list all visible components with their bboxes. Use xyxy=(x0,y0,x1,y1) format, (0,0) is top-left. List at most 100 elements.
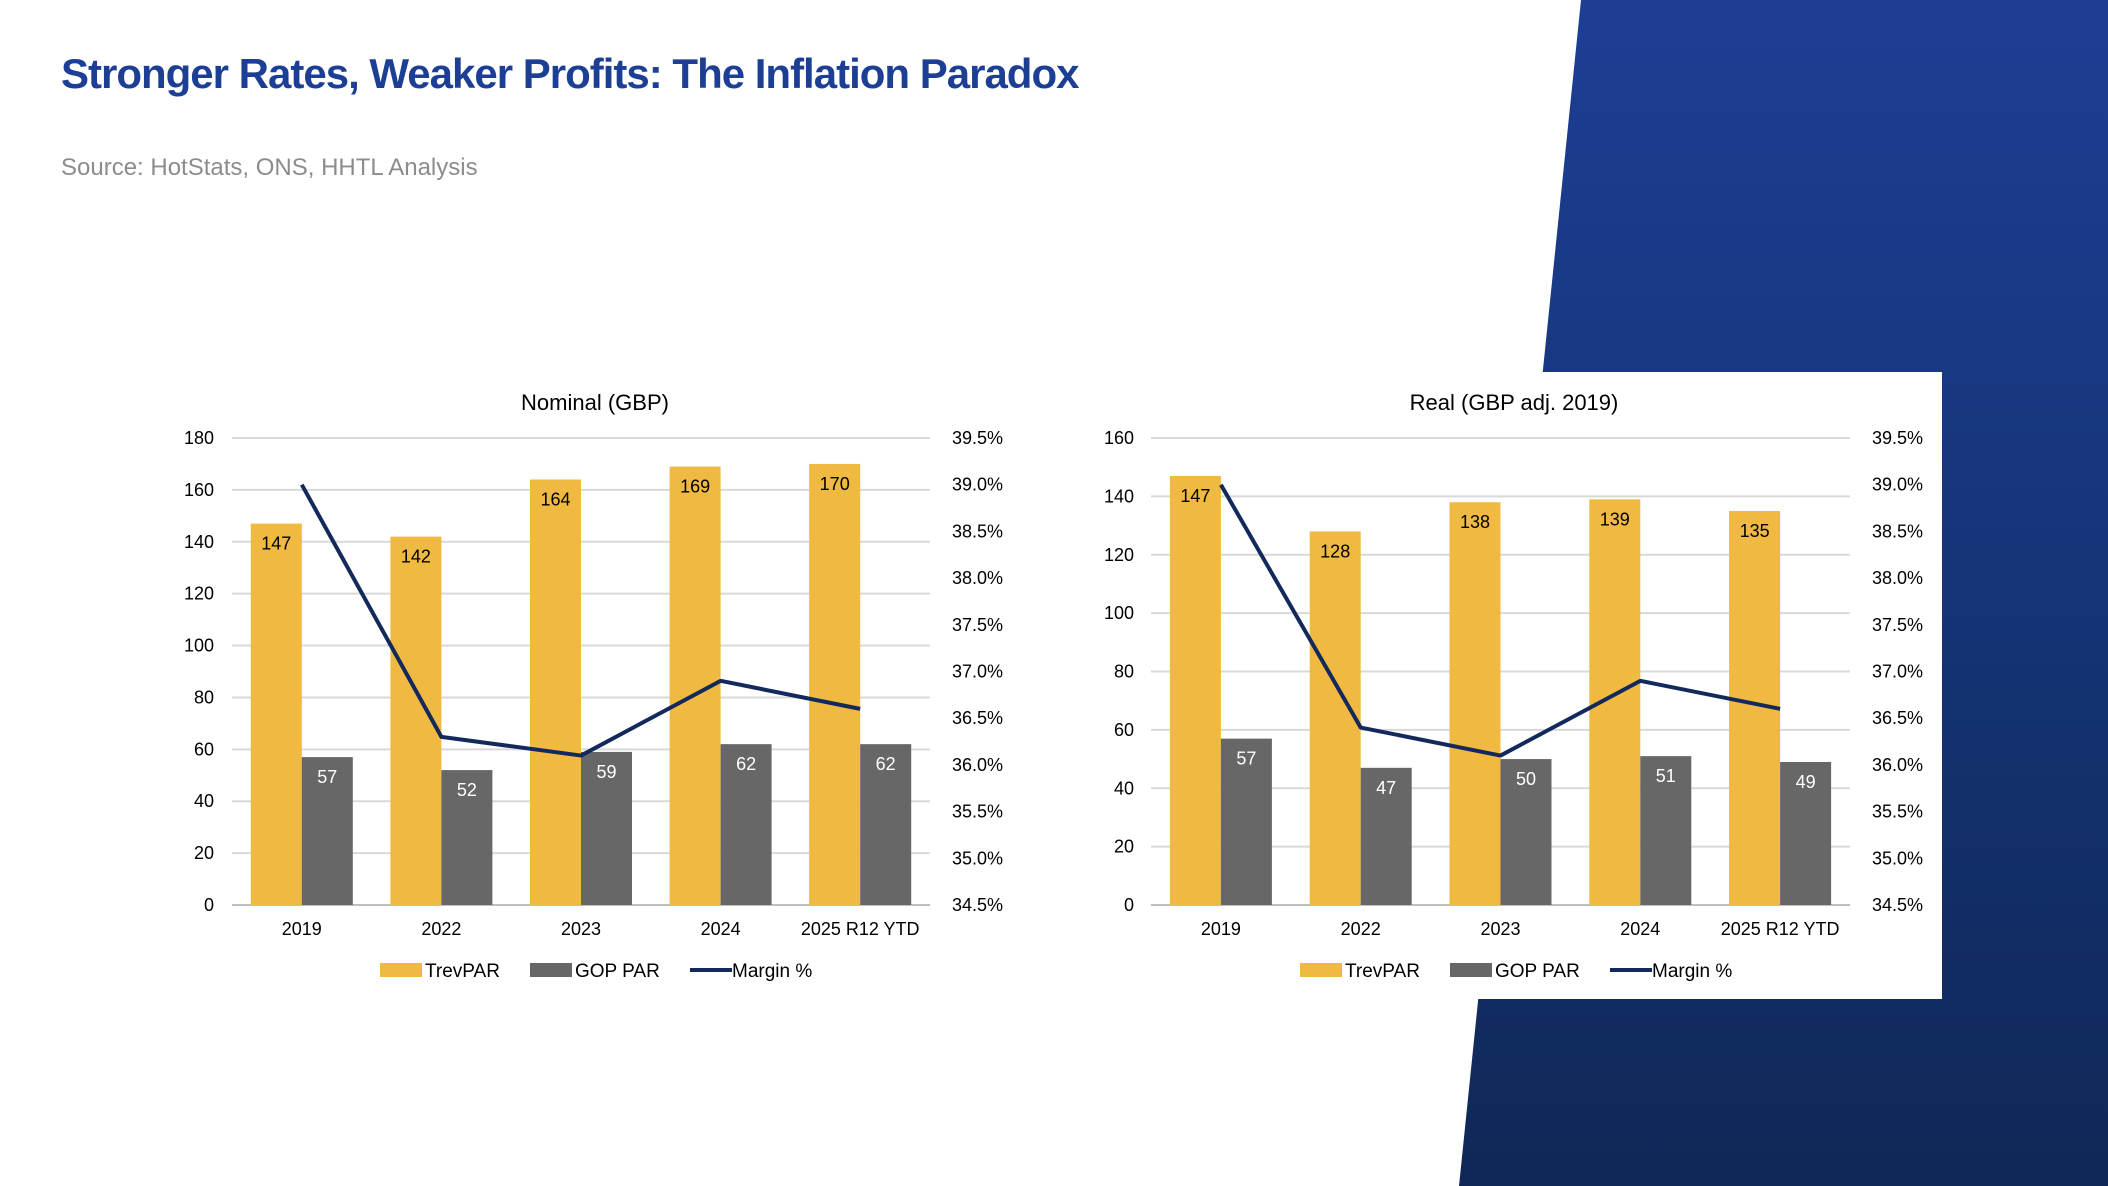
chart-nominal: Nominal (GBP) 0 20 40 60 80 100 120 140 160 180 34.… xyxy=(184,390,1003,982)
chart-title: Nominal (GBP) xyxy=(521,390,669,415)
x-tick-label: 2024 xyxy=(1620,919,1660,939)
y-right-tick-label: 37.0% xyxy=(952,662,1003,682)
y-right-tick-label: 37.5% xyxy=(1872,615,1923,635)
y-right-tick-label: 39.0% xyxy=(1872,475,1923,495)
y-left-tick-label: 160 xyxy=(184,480,214,500)
y-left-tick-label: 160 xyxy=(1104,428,1134,448)
legend-label-margin: Margin % xyxy=(732,961,812,982)
data-label-trevpar: 170 xyxy=(820,474,850,494)
x-tick-label: 2022 xyxy=(421,919,461,939)
y-right-tick-label: 36.5% xyxy=(1872,708,1923,728)
data-label-gop-par: 51 xyxy=(1656,766,1676,786)
y-right-tick-label: 36.5% xyxy=(952,708,1003,728)
data-label-trevpar: 139 xyxy=(1600,509,1630,529)
legend-label-trevpar: TrevPAR xyxy=(425,961,500,982)
bar-gop-par xyxy=(301,757,353,905)
y-left-tick-label: 0 xyxy=(1124,895,1134,915)
y-right-tick-label: 39.5% xyxy=(952,428,1003,448)
y-right-tick-label: 36.0% xyxy=(952,755,1003,775)
bar-gop-par xyxy=(1780,761,1832,905)
legend-swatch-trevpar xyxy=(1300,963,1342,977)
bar-gop-par xyxy=(1500,759,1552,905)
y-left-tick-label: 120 xyxy=(184,584,214,604)
y-right-tick-label: 37.5% xyxy=(952,615,1003,635)
y-left-tick-label: 60 xyxy=(1114,720,1134,740)
y-left-tick-label: 100 xyxy=(1104,603,1134,623)
legend-label-margin: Margin % xyxy=(1652,961,1732,982)
bar-gop-par xyxy=(441,770,493,905)
chart-real: Real (GBP adj. 2019) 0 20 40 60 80 100 120 140 16… xyxy=(1104,390,1923,982)
x-tick-label: 2025 R12 YTD xyxy=(1721,919,1840,939)
data-label-gop-par: 59 xyxy=(596,762,616,782)
source-note: Source: HotStats, ONS, HHTL Analysis xyxy=(61,154,478,181)
data-label-gop-par: 62 xyxy=(876,754,896,774)
data-label-trevpar: 164 xyxy=(540,490,570,510)
data-label-gop-par: 47 xyxy=(1376,778,1396,798)
y-right-tick-label: 35.5% xyxy=(952,802,1003,822)
y-right-tick-label: 37.0% xyxy=(1872,662,1923,682)
data-label-trevpar: 147 xyxy=(261,534,291,554)
x-tick-label: 2019 xyxy=(282,919,322,939)
y-left-tick-label: 100 xyxy=(184,636,214,656)
legend-swatch-gop-par xyxy=(1450,963,1492,977)
data-label-trevpar: 128 xyxy=(1320,541,1350,561)
bar-trevpar xyxy=(1169,475,1221,905)
y-left-tick-label: 120 xyxy=(1104,545,1134,565)
bar-gop-par xyxy=(860,744,912,905)
page-title: Stronger Rates, Weaker Profits: The Infl… xyxy=(61,50,1079,97)
legend-label-gop-par: GOP PAR xyxy=(1495,961,1580,982)
data-label-gop-par: 52 xyxy=(457,780,477,800)
y-right-tick-label: 39.5% xyxy=(1872,428,1923,448)
y-left-tick-label: 0 xyxy=(204,895,214,915)
y-right-tick-label: 35.0% xyxy=(1872,848,1923,868)
bar-gop-par xyxy=(1640,756,1692,905)
bar-trevpar xyxy=(1449,502,1501,905)
y-left-tick-label: 80 xyxy=(194,687,214,707)
y-right-tick-label: 35.5% xyxy=(1872,802,1923,822)
x-tick-label: 2023 xyxy=(1480,919,1520,939)
bar-trevpar xyxy=(250,523,302,905)
x-tick-label: 2024 xyxy=(701,919,741,939)
bar-gop-par xyxy=(1360,767,1412,905)
chart-title: Real (GBP adj. 2019) xyxy=(1410,390,1619,415)
y-left-tick-label: 60 xyxy=(194,739,214,759)
data-label-gop-par: 62 xyxy=(736,754,756,774)
y-right-tick-label: 35.0% xyxy=(952,848,1003,868)
margin-line xyxy=(300,483,861,758)
y-right-tick-label: 39.0% xyxy=(952,475,1003,495)
y-left-tick-label: 20 xyxy=(194,843,214,863)
y-right-tick-label: 36.0% xyxy=(1872,755,1923,775)
data-label-trevpar: 135 xyxy=(1740,521,1770,541)
y-left-tick-label: 40 xyxy=(194,791,214,811)
bar-trevpar xyxy=(1309,531,1361,905)
data-label-trevpar: 142 xyxy=(401,547,431,567)
data-label-gop-par: 50 xyxy=(1516,769,1536,789)
margin-line xyxy=(1219,483,1781,758)
legend-label-gop-par: GOP PAR xyxy=(575,961,660,982)
data-label-gop-par: 57 xyxy=(1236,749,1256,769)
bar-trevpar xyxy=(530,479,581,905)
bar-trevpar xyxy=(809,463,861,905)
bar-gop-par xyxy=(720,744,772,905)
y-right-tick-label: 38.0% xyxy=(952,568,1003,588)
y-right-tick-label: 38.0% xyxy=(1872,568,1923,588)
y-right-tick-label: 34.5% xyxy=(952,895,1003,915)
y-left-tick-label: 40 xyxy=(1114,778,1134,798)
data-label-trevpar: 169 xyxy=(680,477,710,497)
y-right-tick-label: 38.5% xyxy=(1872,521,1923,541)
y-left-tick-label: 140 xyxy=(1104,486,1134,506)
bar-gop-par xyxy=(1220,738,1272,905)
legend-swatch-trevpar xyxy=(380,963,422,977)
y-left-tick-label: 180 xyxy=(184,428,214,448)
x-tick-label: 2025 R12 YTD xyxy=(801,919,920,939)
x-tick-label: 2023 xyxy=(561,919,601,939)
x-tick-label: 2022 xyxy=(1341,919,1381,939)
data-label-gop-par: 49 xyxy=(1796,772,1816,792)
y-right-tick-label: 38.5% xyxy=(952,521,1003,541)
bar-gop-par xyxy=(581,751,632,905)
y-left-tick-label: 140 xyxy=(184,532,214,552)
x-tick-label: 2019 xyxy=(1201,919,1241,939)
y-left-tick-label: 20 xyxy=(1114,837,1134,857)
legend-swatch-gop-par xyxy=(530,963,572,977)
